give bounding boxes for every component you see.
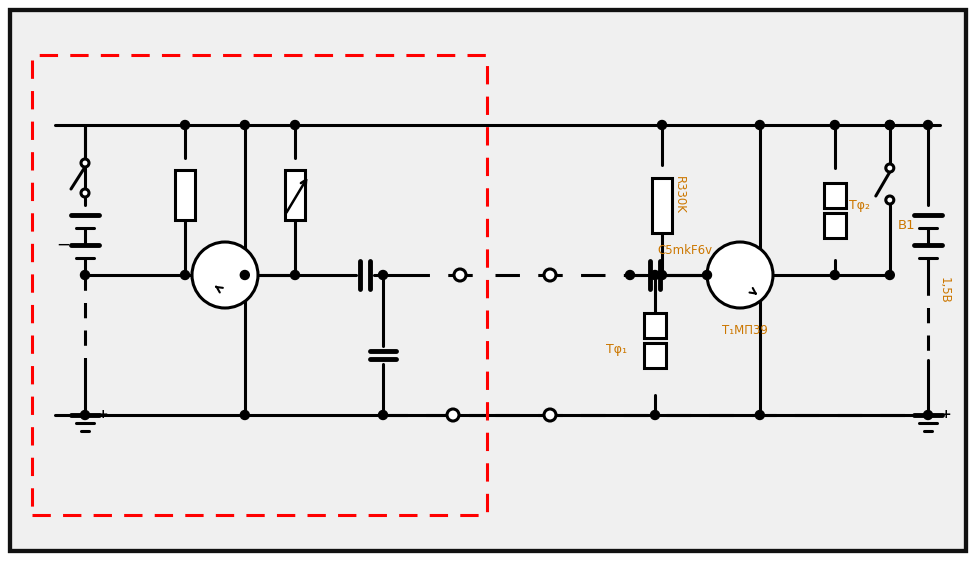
Circle shape (886, 164, 894, 172)
Circle shape (658, 270, 667, 279)
Text: Tφ₂: Tφ₂ (849, 199, 870, 211)
Text: −: − (56, 236, 70, 254)
Text: +: + (941, 408, 952, 421)
Circle shape (291, 121, 300, 130)
Bar (824, 182, 846, 208)
Bar (644, 312, 666, 338)
Bar (32, 55, 487, 515)
Bar (824, 213, 846, 237)
Circle shape (885, 121, 894, 130)
Circle shape (447, 409, 459, 421)
Text: R330K: R330K (672, 176, 685, 214)
Circle shape (544, 269, 556, 281)
Circle shape (658, 121, 667, 130)
Circle shape (181, 121, 189, 130)
Circle shape (885, 121, 894, 130)
Circle shape (81, 189, 89, 197)
Circle shape (650, 411, 660, 420)
Circle shape (240, 411, 249, 420)
Circle shape (755, 121, 764, 130)
Circle shape (831, 270, 839, 279)
Text: C5mkF6v: C5mkF6v (657, 243, 712, 256)
Circle shape (379, 411, 387, 420)
Circle shape (81, 159, 89, 167)
Circle shape (923, 411, 932, 420)
Circle shape (80, 411, 90, 420)
Circle shape (544, 409, 556, 421)
Text: +: + (98, 408, 108, 421)
Circle shape (80, 270, 90, 279)
Circle shape (192, 242, 258, 308)
Text: B1: B1 (898, 218, 915, 232)
Circle shape (379, 270, 387, 279)
Text: 1,5В: 1,5В (938, 277, 951, 304)
Circle shape (291, 270, 300, 279)
Circle shape (650, 270, 660, 279)
Text: Tφ₁: Tφ₁ (606, 343, 628, 356)
Bar (175, 170, 195, 220)
Bar (285, 170, 305, 220)
Circle shape (454, 269, 466, 281)
Circle shape (240, 270, 249, 279)
Circle shape (923, 121, 932, 130)
Circle shape (886, 196, 894, 204)
Circle shape (885, 270, 894, 279)
Circle shape (626, 270, 634, 279)
Text: T₁МП39: T₁МП39 (722, 324, 768, 337)
Circle shape (240, 121, 249, 130)
Circle shape (707, 242, 773, 308)
Circle shape (181, 270, 189, 279)
Circle shape (703, 270, 712, 279)
Circle shape (755, 411, 764, 420)
Circle shape (831, 121, 839, 130)
Bar (652, 177, 672, 232)
Bar (644, 343, 666, 367)
